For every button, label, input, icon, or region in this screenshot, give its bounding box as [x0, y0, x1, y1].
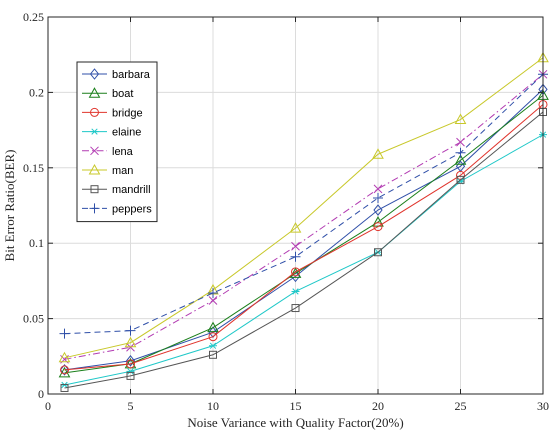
- legend-marker: [90, 146, 99, 156]
- series-line-bridge: [64, 104, 544, 371]
- x-axis-label: Noise Variance with Quality Factor(20%): [187, 415, 403, 430]
- data-point-mandrill: [126, 371, 135, 380]
- y-axis-label: Bit Error Ratio(BER): [2, 150, 17, 262]
- legend-marker: [90, 185, 99, 194]
- data-point-bridge: [60, 365, 69, 375]
- legend-item-boat: boat: [82, 87, 133, 100]
- data-point-barbara: [59, 364, 70, 376]
- data-point-lena: [456, 137, 465, 147]
- legend-label: elaine: [112, 127, 141, 139]
- data-point-man: [289, 222, 302, 233]
- legend-item-peppers: peppers: [82, 203, 152, 215]
- data-point-barbara: [125, 355, 136, 367]
- legend-label: boat: [112, 88, 133, 100]
- data-point-peppers: [208, 287, 218, 298]
- data-point-lena: [373, 184, 383, 194]
- data-point-peppers: [59, 328, 70, 339]
- x-tick-label: 10: [207, 399, 219, 413]
- legend-marker: [89, 68, 100, 80]
- x-tick-label: 30: [537, 399, 549, 413]
- data-point-bridge: [208, 332, 218, 342]
- series-line-barbara: [64, 89, 544, 371]
- data-point-barbara: [373, 204, 383, 216]
- legend-item-lena: lena: [82, 146, 134, 158]
- legend-label: man: [112, 165, 133, 177]
- legend-label: lena: [112, 146, 134, 158]
- legend-label: barbara: [112, 69, 151, 81]
- data-point-peppers: [455, 147, 466, 158]
- series-mandrill: [60, 108, 547, 392]
- data-point-peppers: [125, 325, 136, 336]
- legend-item-barbara: barbara: [82, 68, 151, 81]
- legend-box: [76, 61, 158, 223]
- tick-labels: 0 5 10 15 20 25 30 0 0.05 0.1 0.15 0.2 0.25: [23, 10, 549, 413]
- legend-marker: [90, 128, 99, 135]
- data-point-boat: [289, 267, 302, 278]
- data-point-mandrill: [209, 350, 217, 359]
- data-point-peppers: [373, 192, 383, 203]
- data-point-boat: [58, 366, 71, 378]
- data-point-boat: [207, 321, 219, 333]
- x-tick-label: 0: [45, 399, 51, 413]
- data-point-lena: [126, 342, 135, 352]
- y-tick-label: 0: [38, 387, 44, 401]
- x-tick-label: 20: [372, 399, 384, 413]
- legend-marker: [90, 107, 99, 117]
- legend-label: mandrill: [112, 184, 151, 196]
- y-tick-label: 0.2: [29, 85, 44, 99]
- y-tick-label: 0.25: [23, 10, 44, 24]
- data-point-man: [372, 148, 384, 159]
- legend-label: bridge: [112, 107, 143, 119]
- y-tick-label: 0.15: [23, 161, 44, 175]
- legend: barbara boat bridge elaine lena man mandrill pe…: [76, 61, 158, 223]
- legend-item-mandrill: mandrill: [82, 184, 151, 196]
- data-point-bridge: [126, 359, 135, 369]
- x-tick-label: 15: [290, 399, 302, 413]
- data-point-mandrill: [291, 304, 300, 313]
- data-point-bridge: [291, 267, 300, 277]
- x-tick-label: 5: [128, 399, 134, 413]
- x-tick-label: 25: [455, 399, 467, 413]
- data-point-elaine: [209, 342, 217, 349]
- data-point-lena: [208, 296, 218, 305]
- data-point-peppers: [290, 251, 301, 262]
- data-point-lena: [291, 241, 300, 251]
- data-point-mandrill: [456, 175, 465, 184]
- legend-marker: [88, 87, 101, 98]
- data-point-mandrill: [374, 248, 382, 257]
- data-point-man: [454, 113, 467, 125]
- data-point-boat: [454, 154, 467, 165]
- series-bridge: [60, 99, 548, 375]
- legend-label: peppers: [112, 203, 152, 215]
- y-tick-label: 0.1: [29, 236, 44, 250]
- y-tick-label: 0.05: [23, 312, 44, 326]
- data-point-man: [58, 351, 71, 363]
- legend-marker: [88, 163, 101, 175]
- data-point-elaine: [126, 368, 135, 375]
- series-line-mandrill: [64, 111, 544, 389]
- series-line-man: [64, 57, 544, 359]
- series-group: [58, 51, 549, 392]
- data-point-elaine: [291, 288, 300, 295]
- legend-item-bridge: bridge: [82, 107, 143, 119]
- legend-item-elaine: elaine: [82, 127, 141, 139]
- grid-lines: [48, 17, 543, 394]
- legend-item-man: man: [82, 163, 133, 177]
- data-point-mandrill: [60, 383, 69, 392]
- data-point-bridge: [373, 222, 383, 232]
- legend-marker: [89, 203, 100, 214]
- data-point-man: [124, 336, 137, 348]
